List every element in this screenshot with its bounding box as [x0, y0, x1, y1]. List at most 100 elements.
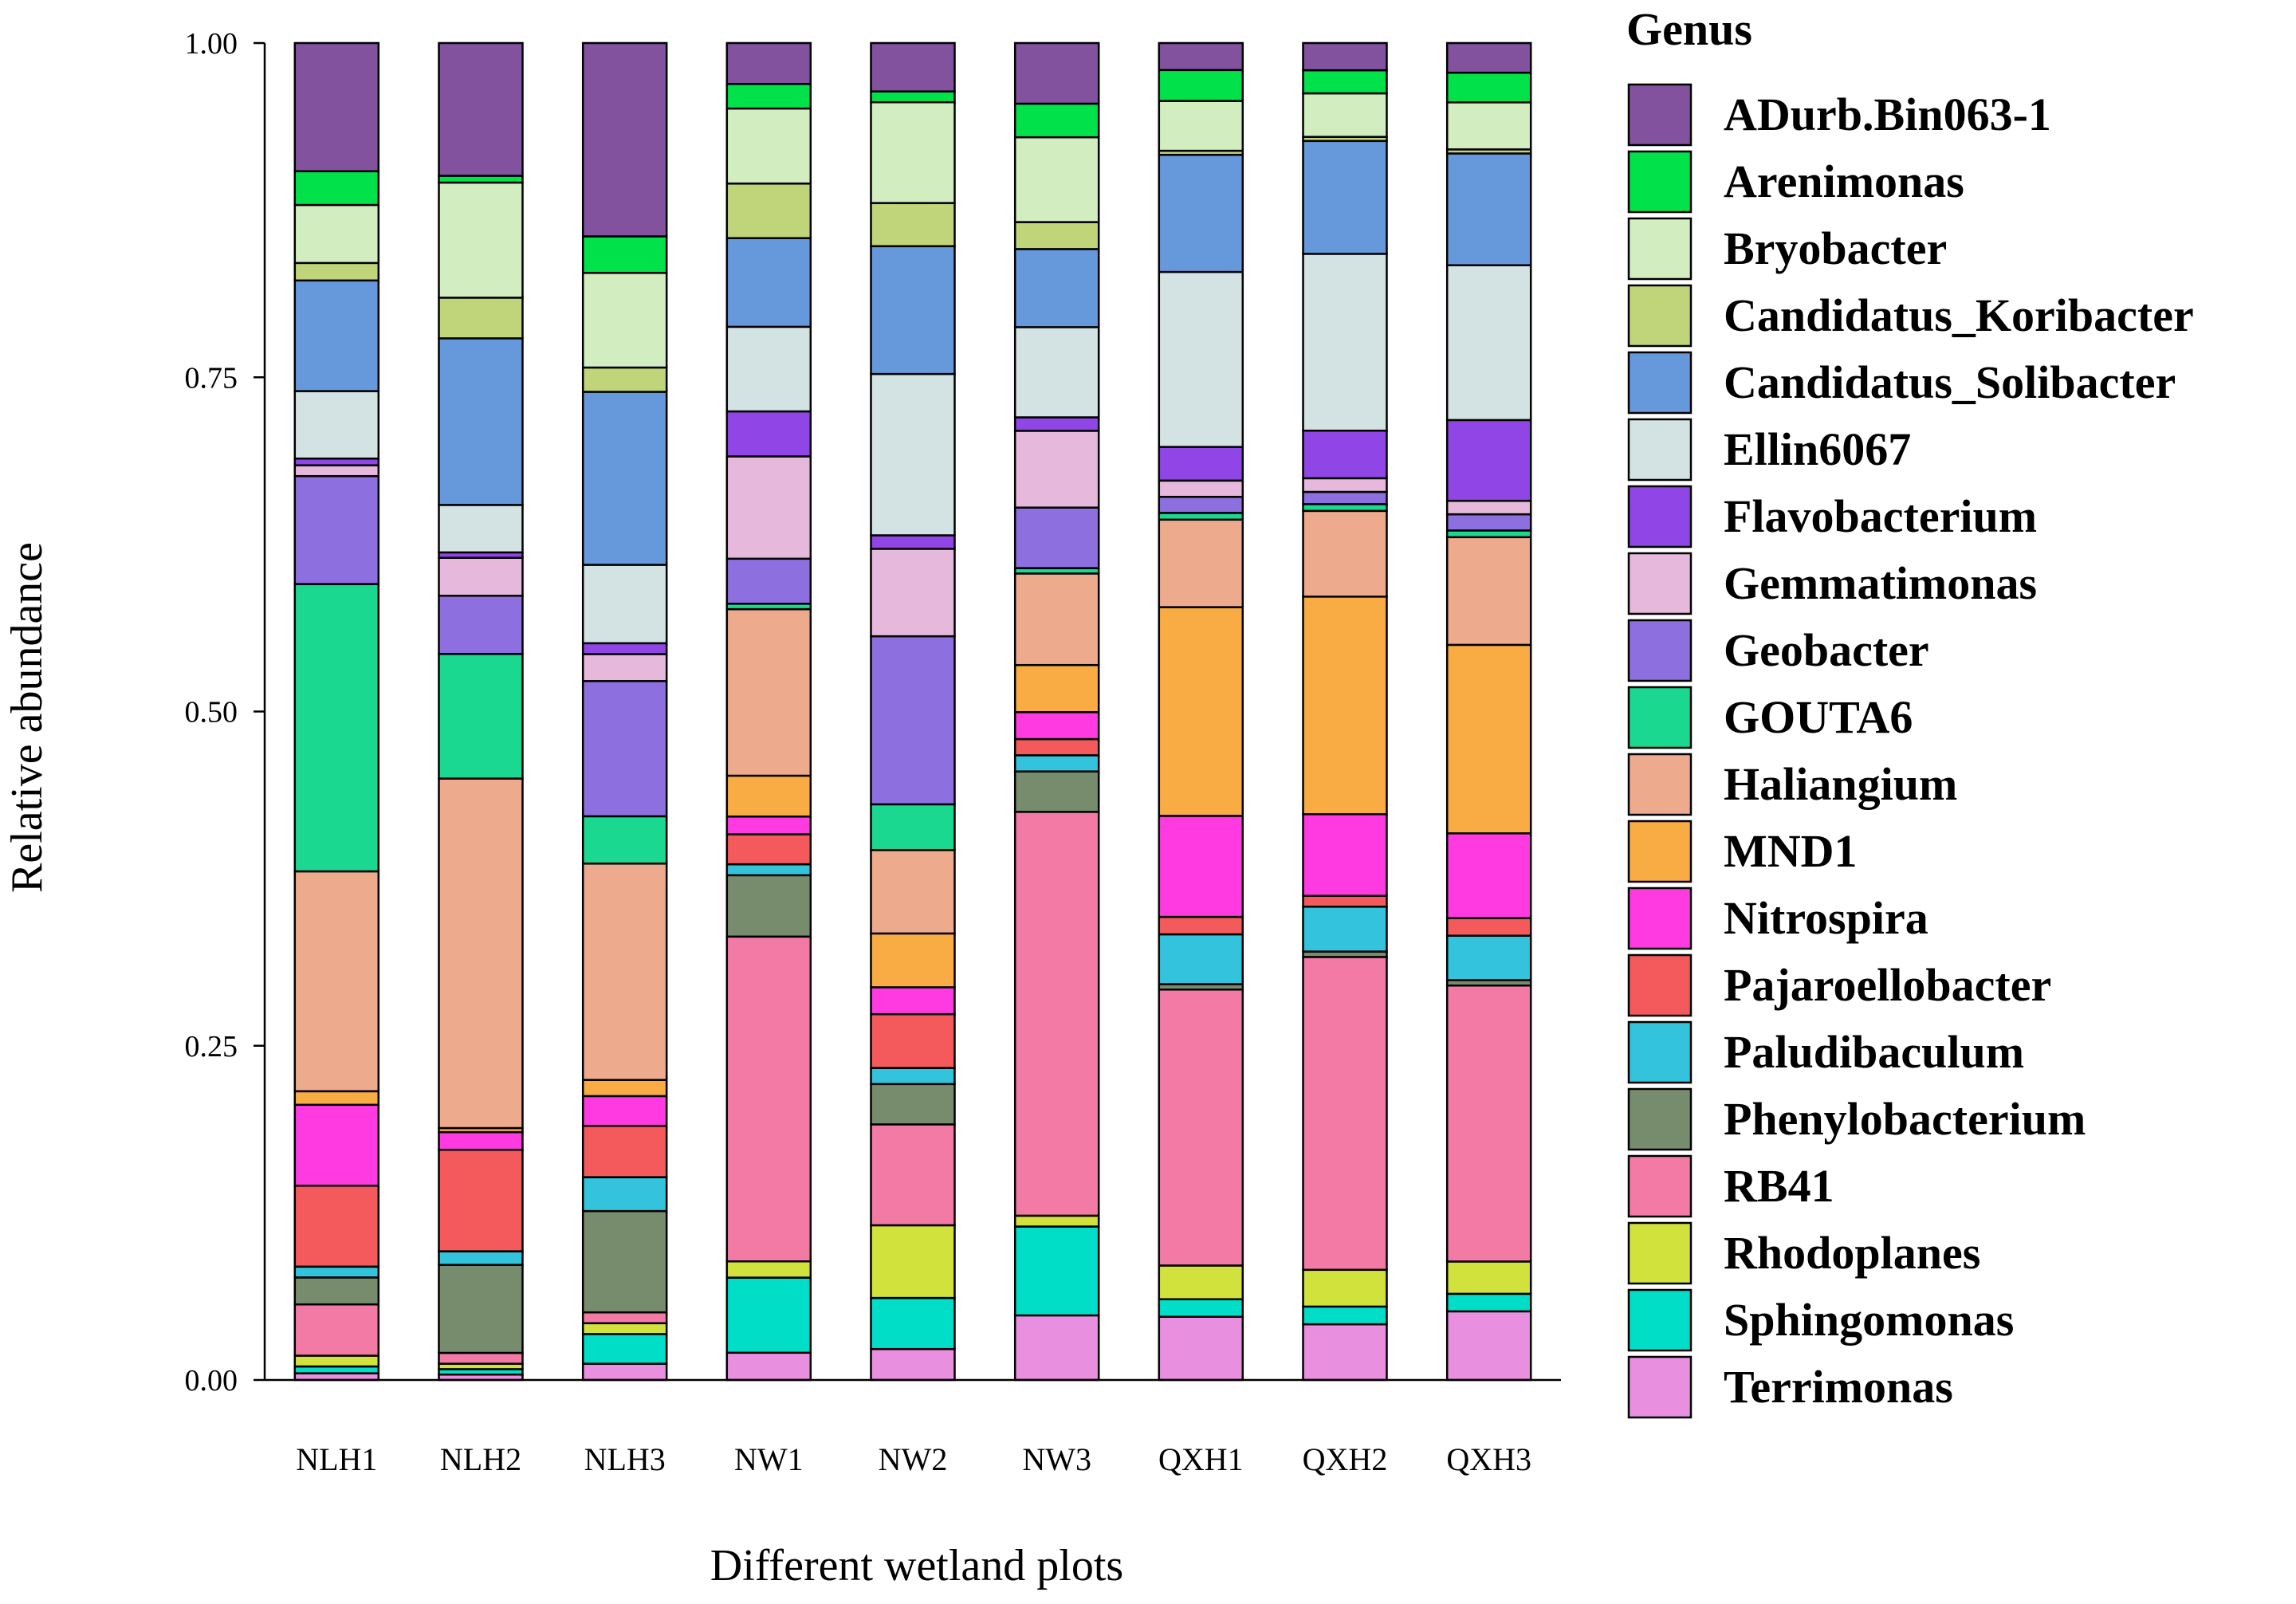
bar-segment-nw3-arenimonas [1013, 102, 1100, 139]
bar-segment-nlh2-haliangium [438, 777, 524, 1130]
bar-segment-qxh1-haliangium [1158, 518, 1244, 608]
bar-segment-nlh1-geobacter [293, 474, 380, 585]
legend-label-bryobacter: Bryobacter [1724, 222, 1947, 274]
legend: Genus ADurb.Bin063-1 Arenimonas Bryobacter C… [1626, 3, 2194, 1419]
bar-segment-nw3-candidatus-koribacter [1013, 221, 1100, 250]
bar-segment-nlh1-arenimonas [293, 170, 380, 206]
bar-segment-qxh1-gouta6 [1158, 512, 1244, 521]
bar-segment-nw1-paludibaculum [725, 863, 812, 877]
bar-segment-qxh1-sphingomonas [1158, 1298, 1244, 1318]
bar-segment-nw1-candidatus-koribacter [725, 183, 812, 239]
y-tick-label-0.25: 0.25 [185, 1030, 238, 1063]
bar-segment-qxh2-ellin6067 [1302, 253, 1388, 432]
bar-segment-qxh1-bryobacter [1158, 100, 1244, 152]
bar-segment-nlh3-flavobacterium [581, 642, 668, 655]
bar-segment-nw1-candidatus-solibacter [725, 237, 812, 328]
bar-segment-nw3-rb41 [1013, 811, 1100, 1217]
bar-segment-nw2-rhodoplanes [870, 1224, 956, 1299]
legend-swatch-paludibaculum [1627, 1020, 1693, 1084]
bar-segment-nlh3-candidatus-solibacter [581, 391, 668, 566]
bar-segment-nlh1-gouta6 [293, 583, 380, 873]
legend-label-rhodoplanes: Rhodoplanes [1724, 1227, 1980, 1279]
bar-segment-qxh1-geobacter [1158, 495, 1244, 514]
bar-segment-qxh1-candidatus-solibacter [1158, 153, 1244, 273]
y-tick-label-0.50: 0.50 [185, 696, 238, 729]
legend-label-nitrospira: Nitrospira [1724, 892, 1928, 944]
bar-segment-qxh3-pajaroellobacter [1445, 917, 1532, 937]
bar-segment-nw2-flavobacterium [870, 534, 956, 550]
bar-segment-nw3-phenylobacterium [1013, 770, 1100, 813]
bar-segment-nlh3-geobacter [581, 680, 668, 818]
bar-segment-qxh1-terrimonas [1158, 1315, 1244, 1382]
x-axis-title: Different wetland plots [710, 1541, 1123, 1590]
bar-segment-nw3-gemmatimonas [1013, 430, 1100, 509]
bar-segment-nw2-arenimonas [870, 90, 956, 104]
bar-segment-qxh1-adurb-bin063-1 [1158, 41, 1244, 72]
bar-segment-nw3-pajaroellobacter [1013, 737, 1100, 757]
legend-swatch-terrimonas [1627, 1355, 1693, 1419]
legend-label-pajaroellobacter: Pajaroellobacter [1724, 959, 2051, 1011]
bar-segment-qxh3-gouta6 [1445, 529, 1532, 539]
bar-segment-nw3-adurb-bin063-1 [1013, 41, 1100, 105]
bar-segment-nw1-mnd1 [725, 774, 812, 818]
legend-swatch-candidatus-koribacter [1627, 284, 1693, 348]
legend-swatch-gouta6 [1627, 686, 1693, 749]
legend-label-sphingomonas: Sphingomonas [1724, 1294, 2014, 1346]
legend-swatch-phenylobacterium [1627, 1087, 1693, 1151]
bar-segment-nw3-nitrospira [1013, 711, 1100, 741]
bar-segment-nw1-arenimonas [725, 83, 812, 110]
legend-swatch-sphingomonas [1627, 1288, 1693, 1352]
x-tick-label-qxh2: QXH2 [1303, 1441, 1388, 1477]
bar-segment-qxh2-pajaroellobacter [1302, 894, 1388, 908]
y-tick-label-0.75: 0.75 [185, 361, 238, 395]
bar-segment-nlh3-sphingomonas [581, 1333, 668, 1365]
bar-segment-nw2-terrimonas [870, 1347, 956, 1382]
bar-segment-qxh1-pajaroellobacter [1158, 915, 1244, 936]
legend-label-rb41: RB41 [1724, 1160, 1834, 1212]
bar-segment-nlh3-adurb-bin063-1 [581, 41, 668, 238]
bar-segment-nlh2-candidatus-solibacter [438, 337, 524, 506]
bar-segment-qxh1-gemmatimonas [1158, 479, 1244, 498]
legend-swatch-ellin6067 [1627, 418, 1693, 482]
bar-segment-nlh3-rhodoplanes [581, 1322, 668, 1335]
bar-segment-nlh3-haliangium [581, 863, 668, 1081]
bar-segment-nw1-phenylobacterium [725, 874, 812, 938]
legend-label-flavobacterium: Flavobacterium [1724, 490, 2037, 542]
bar-segment-qxh3-bryobacter [1445, 101, 1532, 151]
bar-segment-nlh1-flavobacterium [293, 457, 380, 466]
bar-segment-nw3-mnd1 [1013, 663, 1100, 714]
x-tick-label-qxh3: QXH3 [1446, 1441, 1531, 1477]
bar-segment-qxh1-paludibaculum [1158, 933, 1244, 985]
y-axis-title: Relative abundance [2, 542, 52, 893]
y-tick-label-0.00: 0.00 [185, 1364, 238, 1398]
x-tick-label-nlh3: NLH3 [584, 1441, 666, 1477]
bar-segment-qxh3-rb41 [1445, 984, 1532, 1263]
bar-segment-nw2-gouta6 [870, 803, 956, 851]
bar-segment-qxh1-rhodoplanes [1158, 1264, 1244, 1300]
legend-label-geobacter: Geobacter [1724, 624, 1929, 676]
bar-segment-nw1-rb41 [725, 935, 812, 1263]
bar-segment-nlh2-pajaroellobacter [438, 1148, 524, 1252]
bar-segment-nlh3-candidatus-koribacter [581, 366, 668, 393]
legend-swatch-pajaroellobacter [1627, 953, 1693, 1017]
bar-segment-nw3-candidatus-solibacter [1013, 248, 1100, 328]
bar-segment-nw1-gemmatimonas [725, 455, 812, 560]
legend-swatch-nitrospira [1627, 887, 1693, 950]
legend-swatch-geobacter [1627, 619, 1693, 682]
bar-segment-nlh1-paludibaculum [293, 1265, 380, 1279]
bar-segment-nw3-paludibaculum [1013, 754, 1100, 773]
bar-segment-nw2-candidatus-koribacter [870, 202, 956, 248]
bar-segment-nw3-ellin6067 [1013, 326, 1100, 419]
legend-label-adurb-bin063-1: ADurb.Bin063-1 [1724, 88, 2051, 140]
bar-segment-nlh3-arenimonas [581, 235, 668, 274]
bar-segment-qxh3-candidatus-solibacter [1445, 152, 1532, 266]
bar-segment-nlh1-adurb-bin063-1 [293, 41, 380, 173]
bar-segment-qxh3-arenimonas [1445, 71, 1532, 104]
bar-segment-nw3-flavobacterium [1013, 416, 1100, 432]
bar-segment-nw1-haliangium [725, 607, 812, 777]
bar-segment-qxh1-flavobacterium [1158, 446, 1244, 482]
bar-segment-nw3-rhodoplanes [1013, 1214, 1100, 1228]
bar-segment-nw2-pajaroellobacter [870, 1012, 956, 1069]
bar-segment-nlh3-pajaroellobacter [581, 1124, 668, 1178]
bar-segment-nlh3-ellin6067 [581, 564, 668, 645]
